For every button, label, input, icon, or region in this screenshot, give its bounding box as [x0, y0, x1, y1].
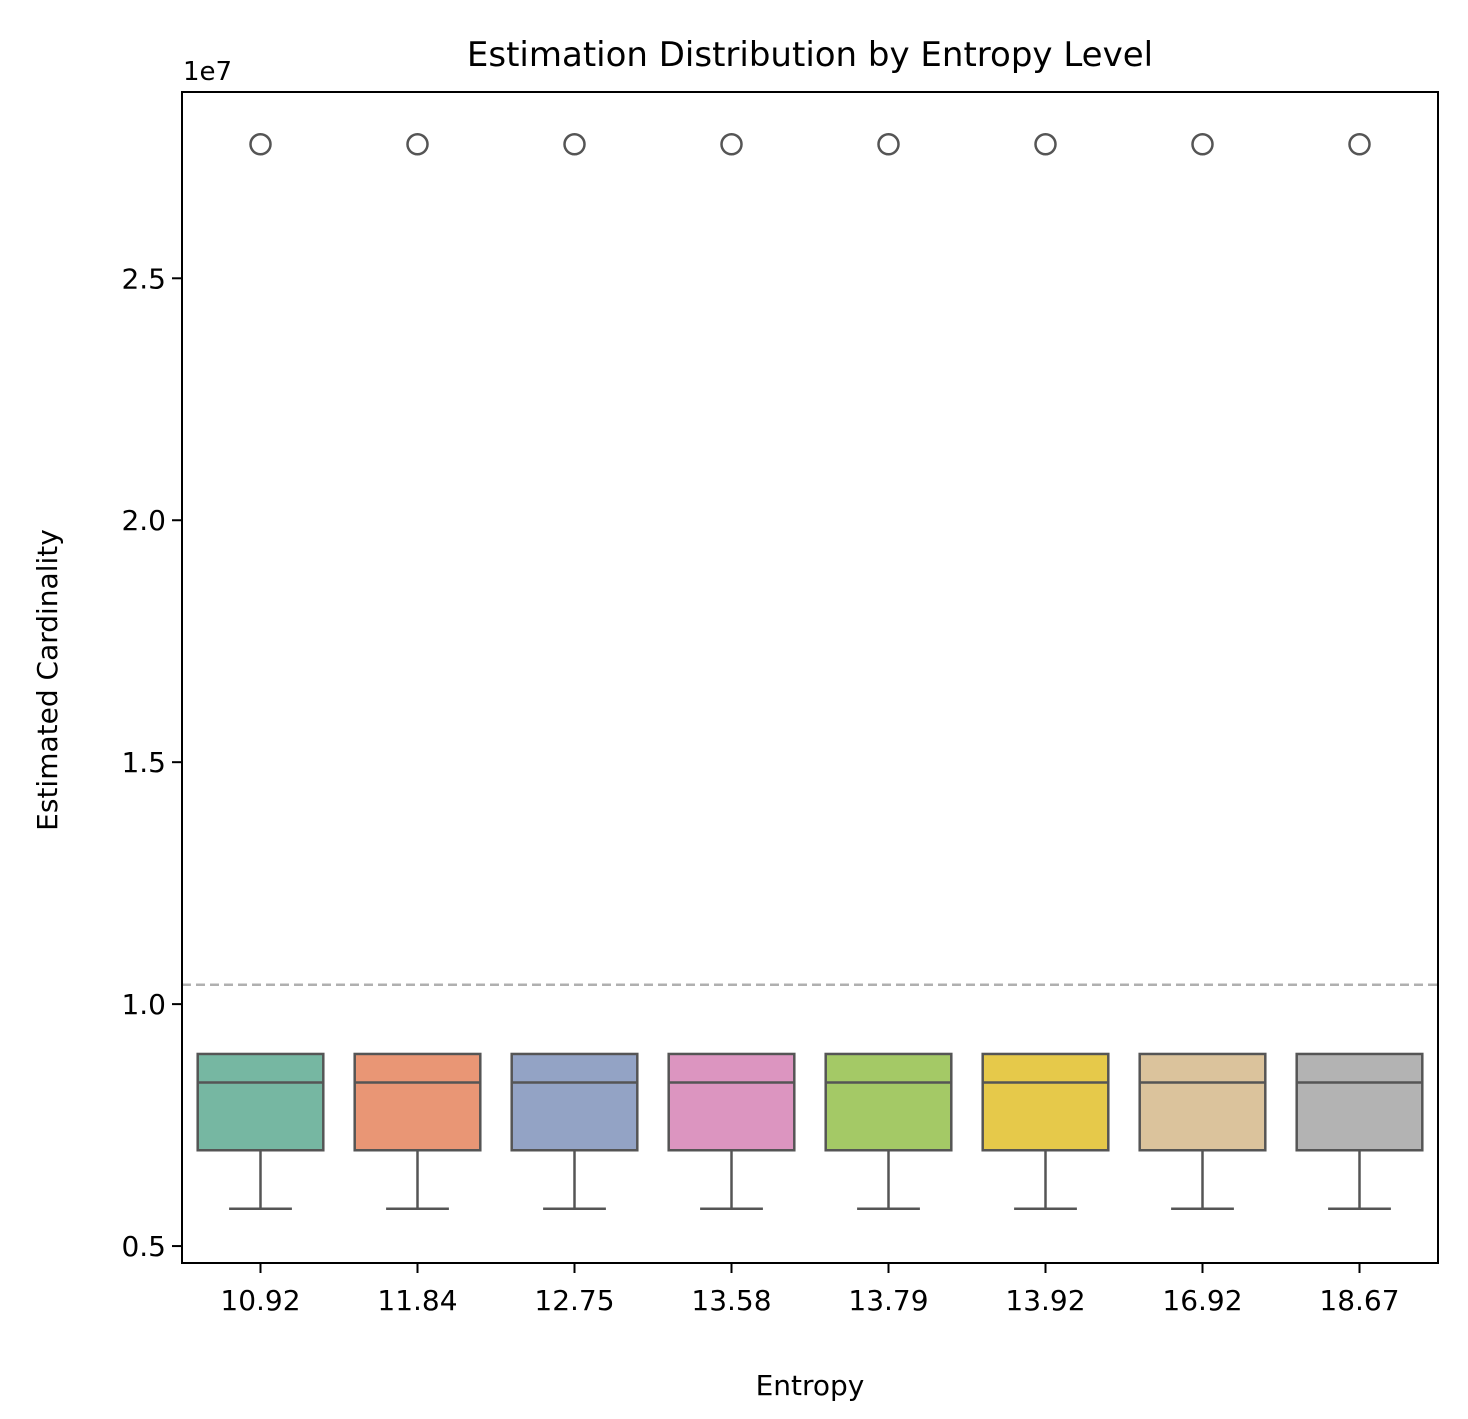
box-11-84: [353, 133, 482, 1211]
chart-title: Estimation Distribution by Entropy Level: [467, 35, 1153, 75]
box-iqr: [824, 1052, 953, 1152]
y-axis: 0.5 1.0 1.5 2.0 2.5: [121, 262, 182, 1263]
y-tick-label: 1.5: [121, 746, 166, 779]
y-tick-label: 0.5: [121, 1230, 166, 1263]
outlier-point: [1034, 133, 1057, 156]
x-tick-label: 13.58: [691, 1284, 771, 1317]
box-iqr: [510, 1052, 639, 1152]
outlier-point: [877, 133, 900, 156]
box-13-58: [667, 133, 796, 1211]
y-tick-label: 2.0: [121, 504, 166, 537]
x-tick-label: 11.84: [377, 1284, 457, 1317]
box-iqr: [981, 1052, 1110, 1152]
y-tick-label: 2.5: [121, 262, 166, 295]
box-13-92: [981, 133, 1110, 1211]
outlier-point: [1191, 133, 1214, 156]
box-iqr: [667, 1052, 796, 1152]
x-axis: 10.92 11.84 12.75 13.58 13.79 13.92 16.92 18.67: [220, 1263, 1400, 1317]
x-tick-label: 16.92: [1162, 1284, 1242, 1317]
outlier-point: [1348, 133, 1371, 156]
box-13-79: [824, 133, 953, 1211]
box-18-67: [1295, 133, 1424, 1211]
x-tick-label: 13.92: [1005, 1284, 1085, 1317]
outlier-point: [406, 133, 429, 156]
y-axis-scale-label: 1e7: [183, 57, 232, 87]
y-axis-label: Estimated Cardinality: [31, 529, 64, 831]
box-iqr: [196, 1052, 325, 1152]
plot-area-frame: [181, 91, 1439, 1264]
box-12-75: [510, 133, 639, 1211]
outlier-point: [720, 133, 743, 156]
x-axis-label: Entropy: [756, 1369, 865, 1402]
box-iqr: [1295, 1052, 1424, 1152]
x-tick-label: 10.92: [220, 1284, 300, 1317]
box-iqr: [353, 1052, 482, 1152]
box-16-92: [1138, 133, 1267, 1211]
box-iqr: [1138, 1052, 1267, 1152]
y-tick-label: 1.0: [121, 988, 166, 1021]
boxes-layer: [196, 133, 1424, 1211]
x-tick-label: 12.75: [534, 1284, 614, 1317]
outlier-point: [563, 133, 586, 156]
box-10-92: [196, 133, 325, 1211]
x-tick-label: 13.79: [848, 1284, 928, 1317]
outlier-point: [249, 133, 272, 156]
x-tick-label: 18.67: [1319, 1284, 1399, 1317]
